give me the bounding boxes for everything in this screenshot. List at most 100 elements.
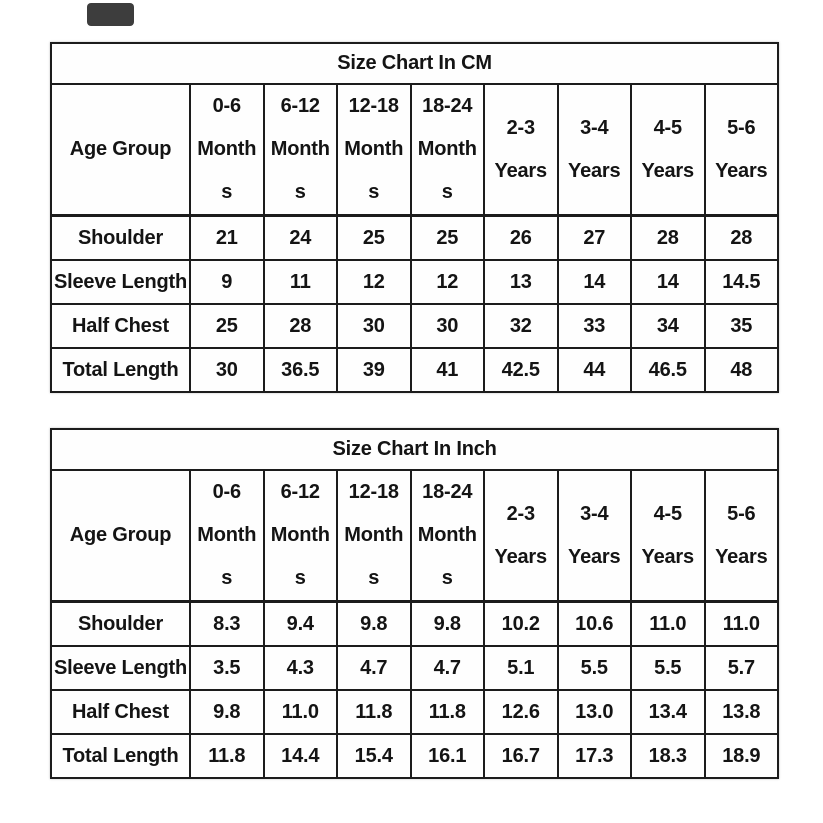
measurement-cell: 18.3	[630, 733, 706, 779]
column-header-line: 5-6	[727, 502, 756, 525]
column-header-line: 18-24	[422, 481, 473, 503]
corner-badge	[87, 3, 134, 26]
measurement-cell: 30	[189, 347, 265, 393]
column-header-line: Month	[197, 524, 257, 546]
measurement-cell: 30	[409, 303, 485, 349]
measurement-cell: 13	[483, 259, 559, 305]
size-chart-cm-table: Size Chart In CM Age Group 0-6 Month s 6-12 Mo…	[49, 42, 780, 393]
age-group-header: Age Group	[50, 83, 191, 217]
row-label: Shoulder	[50, 214, 191, 261]
measurement-cell: 25	[409, 214, 485, 261]
measurement-cell: 28	[703, 214, 780, 261]
column-header-line: 0-6	[212, 481, 242, 503]
column-header: 2-3 Years	[483, 83, 559, 217]
measurement-cell: 26	[483, 214, 559, 261]
measurement-cell: 12	[336, 259, 412, 305]
measurement-cell: 12	[409, 259, 485, 305]
measurement-cell: 4.7	[409, 645, 485, 691]
column-header: 18-24 Month s	[409, 83, 485, 217]
measurement-cell: 24	[262, 214, 338, 261]
measurement-cell: 32	[483, 303, 559, 349]
row-label: Sleeve Length	[50, 645, 191, 691]
measurement-cell: 9	[189, 259, 265, 305]
column-header-lines: 4-5 Years	[633, 86, 703, 213]
column-header-lines: 6-12 Month s	[265, 472, 335, 599]
column-header-line: 12-18	[348, 481, 399, 503]
measurement-cell: 11.0	[630, 600, 706, 647]
column-header-line: Month	[197, 138, 257, 160]
column-header-lines: 5-6 Years	[706, 472, 776, 599]
measurement-cell: 9.8	[189, 689, 265, 735]
column-header: 5-6 Years	[703, 83, 780, 217]
measurement-cell: 39	[336, 347, 412, 393]
measurement-cell: 14	[630, 259, 706, 305]
column-header-line: 2-3	[506, 116, 536, 139]
column-header-line: Month	[417, 138, 477, 160]
measurement-cell: 4.7	[336, 645, 412, 691]
column-header: 4-5 Years	[630, 83, 706, 217]
measurement-cell: 46.5	[630, 347, 706, 393]
measurement-cell: 12.6	[483, 689, 559, 735]
table-row: Total Length 30 36.5 39 41 42.5 44 46.5 48	[50, 347, 780, 393]
row-label: Half Chest	[50, 303, 191, 349]
measurement-cell: 13.0	[556, 689, 632, 735]
measurement-cell: 11.8	[409, 689, 485, 735]
measurement-cell: 28	[262, 303, 338, 349]
measurement-cell: 28	[630, 214, 706, 261]
measurement-cell: 4.3	[262, 645, 338, 691]
column-header: 6-12 Month s	[262, 469, 338, 603]
column-header-line: 12-18	[348, 95, 399, 117]
column-header-line: Years	[715, 545, 768, 568]
measurement-cell: 5.7	[703, 645, 780, 691]
column-header: 5-6 Years	[703, 469, 780, 603]
column-header-line: Years	[641, 545, 695, 568]
column-header: 18-24 Month s	[409, 469, 485, 603]
table-header-row: Age Group 0-6 Month s 6-12 Month s 12-18 Month s 1…	[50, 469, 780, 603]
measurement-cell: 35	[703, 303, 780, 349]
column-header-lines: 5-6 Years	[706, 86, 776, 213]
column-header-line: 6-12	[280, 95, 320, 117]
measurement-cell: 27	[556, 214, 632, 261]
table-title-row: Size Chart In Inch	[49, 428, 780, 471]
row-label: Half Chest	[50, 689, 191, 735]
measurement-cell: 34	[630, 303, 706, 349]
column-header: 0-6 Month s	[189, 469, 265, 603]
column-header-lines: 3-4 Years	[559, 472, 629, 599]
measurement-cell: 13.4	[630, 689, 706, 735]
column-header-line: s	[294, 181, 306, 203]
column-header-line: 4-5	[653, 116, 683, 139]
measurement-cell: 5.1	[483, 645, 559, 691]
column-header: 12-18 Month s	[336, 469, 412, 603]
column-header: 12-18 Month s	[336, 83, 412, 217]
measurement-cell: 21	[189, 214, 265, 261]
column-header-line: 6-12	[280, 481, 320, 503]
table-row: Sleeve Length 3.5 4.3 4.7 4.7 5.1 5.5 5.5 5.7	[50, 645, 780, 691]
column-header: 4-5 Years	[630, 469, 706, 603]
column-header-line: 5-6	[727, 116, 756, 139]
column-header-line: 3-4	[580, 502, 609, 525]
column-header-lines: 2-3 Years	[486, 86, 556, 213]
column-header-line: 0-6	[212, 95, 242, 117]
measurement-cell: 33	[556, 303, 632, 349]
measurement-cell: 25	[336, 214, 412, 261]
table-row: Half Chest 9.8 11.0 11.8 11.8 12.6 13.0 13.4 13.…	[50, 689, 780, 735]
column-header-line: s	[221, 567, 233, 589]
column-header-line: Month	[344, 524, 404, 546]
measurement-cell: 3.5	[189, 645, 265, 691]
column-header-lines: 4-5 Years	[633, 472, 703, 599]
column-header-line: s	[221, 181, 233, 203]
measurement-cell: 14.4	[262, 733, 338, 779]
measurement-cell: 8.3	[189, 600, 265, 647]
column-header-line: s	[368, 567, 380, 589]
table-row: Shoulder 21 24 25 25 26 27 28 28	[50, 214, 780, 261]
measurement-cell: 41	[409, 347, 485, 393]
measurement-cell: 42.5	[483, 347, 559, 393]
column-header-line: 4-5	[653, 502, 683, 525]
column-header-line: Years	[715, 159, 768, 182]
column-header-lines: 6-12 Month s	[265, 86, 335, 213]
column-header: 6-12 Month s	[262, 83, 338, 217]
measurement-cell: 14.5	[703, 259, 780, 305]
table-title: Size Chart In CM	[49, 42, 780, 85]
column-header: 3-4 Years	[556, 83, 632, 217]
measurement-cell: 44	[556, 347, 632, 393]
